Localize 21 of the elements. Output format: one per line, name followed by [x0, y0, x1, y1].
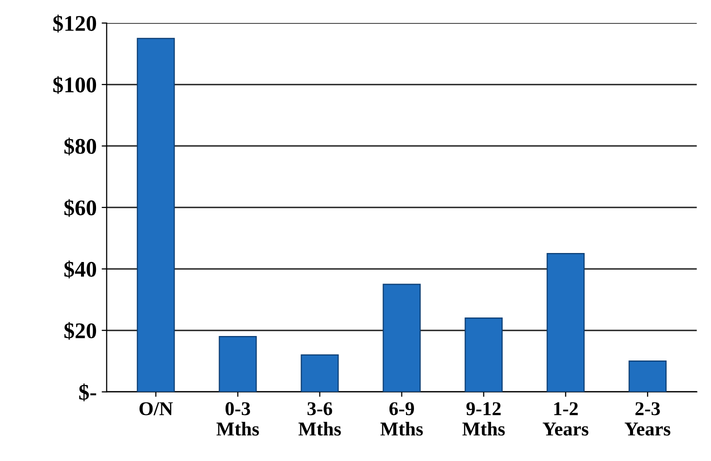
- y-tick-label: $120: [53, 14, 96, 32]
- y-tick-label: $80: [64, 138, 96, 156]
- bar: [218, 336, 257, 392]
- y-tick-label: $-: [79, 383, 96, 402]
- bar: [300, 354, 339, 392]
- x-tick-label: 0-3 Mths: [216, 402, 259, 436]
- bar: [628, 360, 667, 392]
- x-tick-label: O/N: [139, 402, 173, 416]
- y-tick-label: $20: [64, 322, 96, 340]
- bar: [464, 318, 503, 392]
- y-tick-label: $40: [64, 260, 96, 278]
- bar: [136, 38, 175, 392]
- x-tick-label: 2-3 Years: [624, 402, 670, 436]
- bar: [546, 252, 585, 392]
- bar: [382, 284, 421, 392]
- x-tick-label: 6-9 Mths: [380, 402, 423, 436]
- y-tick-label: $100: [53, 76, 96, 94]
- y-tick-label: $60: [64, 199, 96, 217]
- x-tick-label: 9-12 Mths: [462, 402, 505, 436]
- x-tick-label: 1-2 Years: [542, 402, 588, 436]
- x-tick-label: 3-6 Mths: [298, 402, 341, 436]
